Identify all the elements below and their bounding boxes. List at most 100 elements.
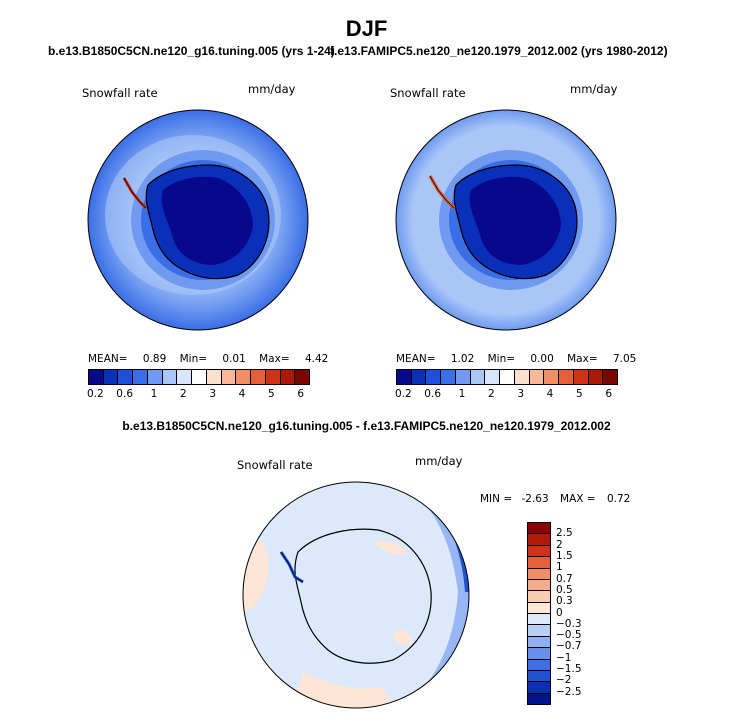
page-title: DJF bbox=[345, 16, 388, 41]
colorbar-swatch bbox=[528, 523, 550, 535]
right-max-label: Max= bbox=[567, 353, 598, 365]
diff-min-label: MIN = bbox=[480, 493, 513, 505]
right-mean-label: MEAN= bbox=[396, 353, 436, 365]
left-polar-map bbox=[87, 109, 309, 331]
colorbar-swatch bbox=[133, 370, 148, 384]
right-panel-subtitle: f.e13.FAMIPC5.ne120_ne120.1979_2012.002 … bbox=[330, 44, 668, 58]
right-polar-map bbox=[395, 109, 617, 331]
colorbar-swatch bbox=[192, 370, 207, 384]
left-units-label: mm/day bbox=[248, 82, 296, 96]
colorbar-swatch bbox=[528, 534, 550, 546]
colorbar-tick-label: −0.5 bbox=[556, 629, 582, 642]
colorbar-tick-label: 2 bbox=[487, 388, 495, 400]
left-colorbar-ticks: 0.2 0.6 1 2 3 4 5 6 bbox=[87, 388, 310, 402]
colorbar-tick-label: 3 bbox=[209, 388, 216, 400]
colorbar-swatch bbox=[485, 370, 501, 384]
colorbar-swatch bbox=[528, 614, 550, 626]
diff-panel-subtitle: b.e13.B1850C5CN.ne120_g16.tuning.005 - f… bbox=[122, 419, 611, 433]
colorbar-tick-label: −0.3 bbox=[556, 617, 582, 630]
colorbar-swatch bbox=[528, 636, 550, 649]
left-colorbar bbox=[88, 369, 310, 385]
diff-units-label: mm/day bbox=[415, 454, 463, 468]
colorbar-swatch bbox=[206, 370, 222, 384]
colorbar-tick-label: 6 bbox=[297, 388, 304, 400]
right-min-value: 0.00 bbox=[530, 353, 554, 365]
colorbar-tick-label: −2.5 bbox=[556, 685, 582, 698]
left-mean-value: 0.89 bbox=[142, 353, 167, 365]
colorbar-swatch bbox=[147, 370, 163, 384]
right-mean-value: 1.02 bbox=[450, 353, 475, 365]
colorbar-tick-label: 4 bbox=[238, 388, 246, 400]
colorbar-tick-label: 0.6 bbox=[116, 388, 134, 400]
colorbar-swatch bbox=[103, 370, 119, 384]
colorbar-tick-label: 0.7 bbox=[556, 572, 573, 585]
colorbar-tick-label: −1 bbox=[556, 651, 572, 664]
left-min-label: Min= bbox=[179, 353, 208, 365]
colorbar-swatch bbox=[265, 370, 281, 384]
colorbar-swatch bbox=[397, 370, 412, 384]
right-stats: MEAN= 1.02 Min= 0.00 Max= 7.05 bbox=[396, 353, 636, 365]
colorbar-tick-label: 0 bbox=[556, 606, 563, 619]
colorbar-swatch bbox=[236, 370, 252, 384]
colorbar-swatch bbox=[603, 370, 618, 384]
diff-variable-label: Snowfall rate bbox=[237, 458, 313, 472]
colorbar-tick-label: 4 bbox=[546, 388, 554, 400]
colorbar-tick-label: −1.5 bbox=[556, 663, 582, 676]
diff-polar-map bbox=[242, 481, 470, 709]
colorbar-tick-label: 1 bbox=[458, 388, 466, 400]
right-colorbar-ticks: 0.2 0.6 1 2 3 4 5 6 bbox=[394, 388, 618, 402]
colorbar-swatch bbox=[162, 370, 178, 384]
colorbar-tick-label: 3 bbox=[517, 388, 524, 400]
colorbar-tick-label: −0.7 bbox=[556, 640, 582, 653]
colorbar-swatch bbox=[544, 370, 560, 384]
right-units-label: mm/day bbox=[570, 82, 618, 96]
colorbar-swatch bbox=[528, 693, 550, 704]
colorbar-swatch bbox=[528, 659, 550, 671]
colorbar-swatch bbox=[280, 370, 296, 384]
colorbar-tick-label: 6 bbox=[605, 388, 612, 400]
colorbar-swatch bbox=[528, 545, 550, 558]
colorbar-swatch bbox=[588, 370, 604, 384]
colorbar-swatch bbox=[528, 682, 550, 694]
right-min-label: Min= bbox=[487, 353, 516, 365]
colorbar-tick-label: 0.2 bbox=[394, 388, 412, 400]
colorbar-swatch bbox=[514, 370, 530, 384]
colorbar-tick-label: 2 bbox=[556, 538, 563, 551]
colorbar-swatch bbox=[441, 370, 456, 384]
colorbar-swatch bbox=[573, 370, 589, 384]
right-colorbar bbox=[396, 369, 618, 385]
colorbar-swatch bbox=[528, 670, 550, 683]
colorbar-swatch bbox=[559, 370, 574, 384]
colorbar-swatch bbox=[528, 602, 550, 614]
colorbar-swatch bbox=[470, 370, 486, 384]
diff-min-value: -2.63 bbox=[521, 493, 549, 505]
left-max-value: 4.42 bbox=[304, 353, 329, 365]
left-min-value: 0.01 bbox=[222, 353, 246, 365]
colorbar-tick-label: 5 bbox=[267, 388, 275, 400]
colorbar-swatch bbox=[89, 370, 104, 384]
left-stats: MEAN= 0.89 Min= 0.01 Max= 4.42 bbox=[88, 353, 328, 365]
colorbar-swatch bbox=[528, 648, 550, 660]
colorbar-tick-label: 2 bbox=[179, 388, 187, 400]
left-mean-label: MEAN= bbox=[88, 353, 128, 365]
colorbar-swatch bbox=[251, 370, 266, 384]
colorbar-swatch bbox=[177, 370, 193, 384]
colorbar-swatch bbox=[528, 557, 550, 569]
diff-max-label: MAX = bbox=[560, 493, 596, 505]
colorbar-tick-label: 0.6 bbox=[424, 388, 442, 400]
diff-max-value: 0.72 bbox=[606, 493, 631, 505]
colorbar-swatch bbox=[426, 370, 442, 384]
colorbar-swatch bbox=[528, 625, 550, 637]
colorbar-tick-label: 1.5 bbox=[556, 549, 573, 562]
colorbar-swatch bbox=[411, 370, 427, 384]
colorbar-tick-label: 1 bbox=[150, 388, 158, 400]
colorbar-swatch bbox=[528, 591, 550, 603]
colorbar-swatch bbox=[221, 370, 237, 384]
colorbar-swatch bbox=[528, 568, 550, 580]
colorbar-tick-label: −2 bbox=[556, 674, 572, 687]
left-max-label: Max= bbox=[259, 353, 290, 365]
diff-colorbar-ticks: 2.5 2 1.5 1 0.7 0.5 0.3 0 −0.3 −0.5 −0.7 −1 −1.5 −2 −2… bbox=[556, 522, 596, 705]
colorbar-tick-label: 5 bbox=[575, 388, 583, 400]
left-variable-label: Snowfall rate bbox=[82, 86, 158, 100]
colorbar-swatch bbox=[118, 370, 134, 384]
